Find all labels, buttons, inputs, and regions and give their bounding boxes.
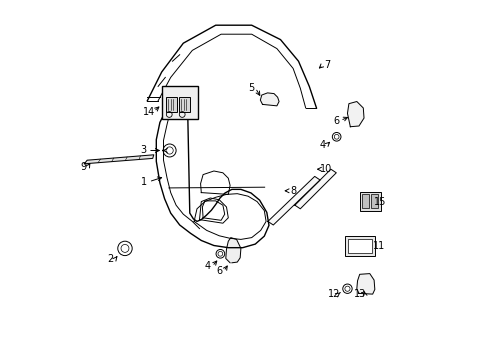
Text: 7: 7: [324, 60, 330, 70]
Text: 13: 13: [354, 289, 366, 299]
Text: 14: 14: [143, 107, 155, 117]
Text: 11: 11: [372, 240, 385, 251]
Text: 12: 12: [327, 289, 339, 299]
Polygon shape: [267, 176, 320, 225]
Polygon shape: [225, 238, 241, 263]
Polygon shape: [260, 93, 279, 106]
Bar: [361, 194, 368, 208]
Bar: [370, 194, 377, 208]
Bar: [359, 192, 380, 211]
Text: 15: 15: [374, 197, 386, 207]
Text: 3: 3: [141, 145, 146, 156]
Text: 2: 2: [107, 254, 114, 264]
Polygon shape: [356, 274, 374, 294]
Polygon shape: [347, 102, 363, 127]
Bar: [347, 239, 371, 253]
Text: 1: 1: [141, 177, 147, 187]
Text: 10: 10: [319, 164, 331, 174]
Text: 4: 4: [319, 140, 325, 150]
Text: 4: 4: [204, 261, 210, 271]
Polygon shape: [84, 155, 153, 164]
Text: 9: 9: [80, 162, 86, 172]
Bar: [162, 86, 197, 119]
Bar: [345, 236, 374, 256]
Text: 6: 6: [332, 116, 338, 126]
Text: 6: 6: [216, 266, 222, 276]
Text: 8: 8: [290, 186, 296, 196]
Polygon shape: [294, 169, 336, 209]
Text: 5: 5: [247, 83, 254, 93]
Bar: [166, 97, 177, 112]
Bar: [179, 97, 189, 112]
